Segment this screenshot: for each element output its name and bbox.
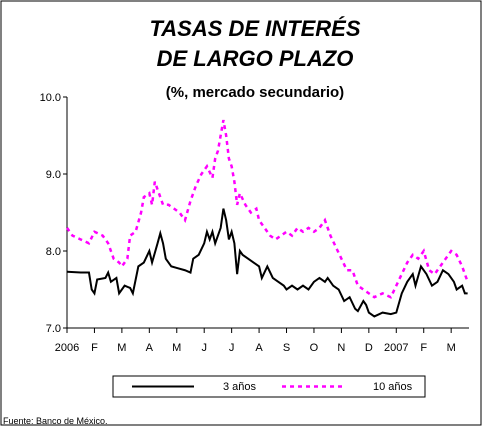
y-tick-label: 9.0	[46, 169, 61, 181]
x-tick-label: A	[146, 342, 154, 354]
y-tick-label: 8.0	[46, 246, 61, 258]
x-tick-label: S	[283, 342, 290, 354]
x-tick-label: J	[201, 342, 207, 354]
y-tick-label: 7.0	[46, 323, 61, 335]
legend-label: 10 años	[373, 381, 413, 393]
x-tick-label: F	[420, 342, 427, 354]
x-tick-label: N	[337, 342, 345, 354]
x-tick-label: D	[365, 342, 373, 354]
source-note: Fuente: Banco de México.	[3, 416, 108, 426]
x-tick-label: 2007	[384, 342, 408, 354]
x-tick-label: 2006	[55, 342, 79, 354]
x-tick-label: F	[91, 342, 98, 354]
legend-label: 3 años	[223, 381, 257, 393]
series-line	[65, 119, 469, 299]
y-tick-label: 10.0	[40, 92, 61, 104]
x-tick-label: O	[310, 342, 319, 354]
x-tick-label: A	[255, 342, 263, 354]
chart-subtitle: (%, mercado secundario)	[166, 84, 344, 101]
x-tick-label: M	[117, 342, 126, 354]
chart-title: DE LARGO PLAZO	[157, 46, 354, 71]
legend-box	[112, 375, 426, 398]
series-line	[66, 208, 468, 318]
chart-title: TASAS DE INTERÉS	[149, 16, 360, 41]
x-tick-label: J	[229, 342, 235, 354]
x-tick-label: M	[172, 342, 181, 354]
x-tick-label: M	[447, 342, 456, 354]
